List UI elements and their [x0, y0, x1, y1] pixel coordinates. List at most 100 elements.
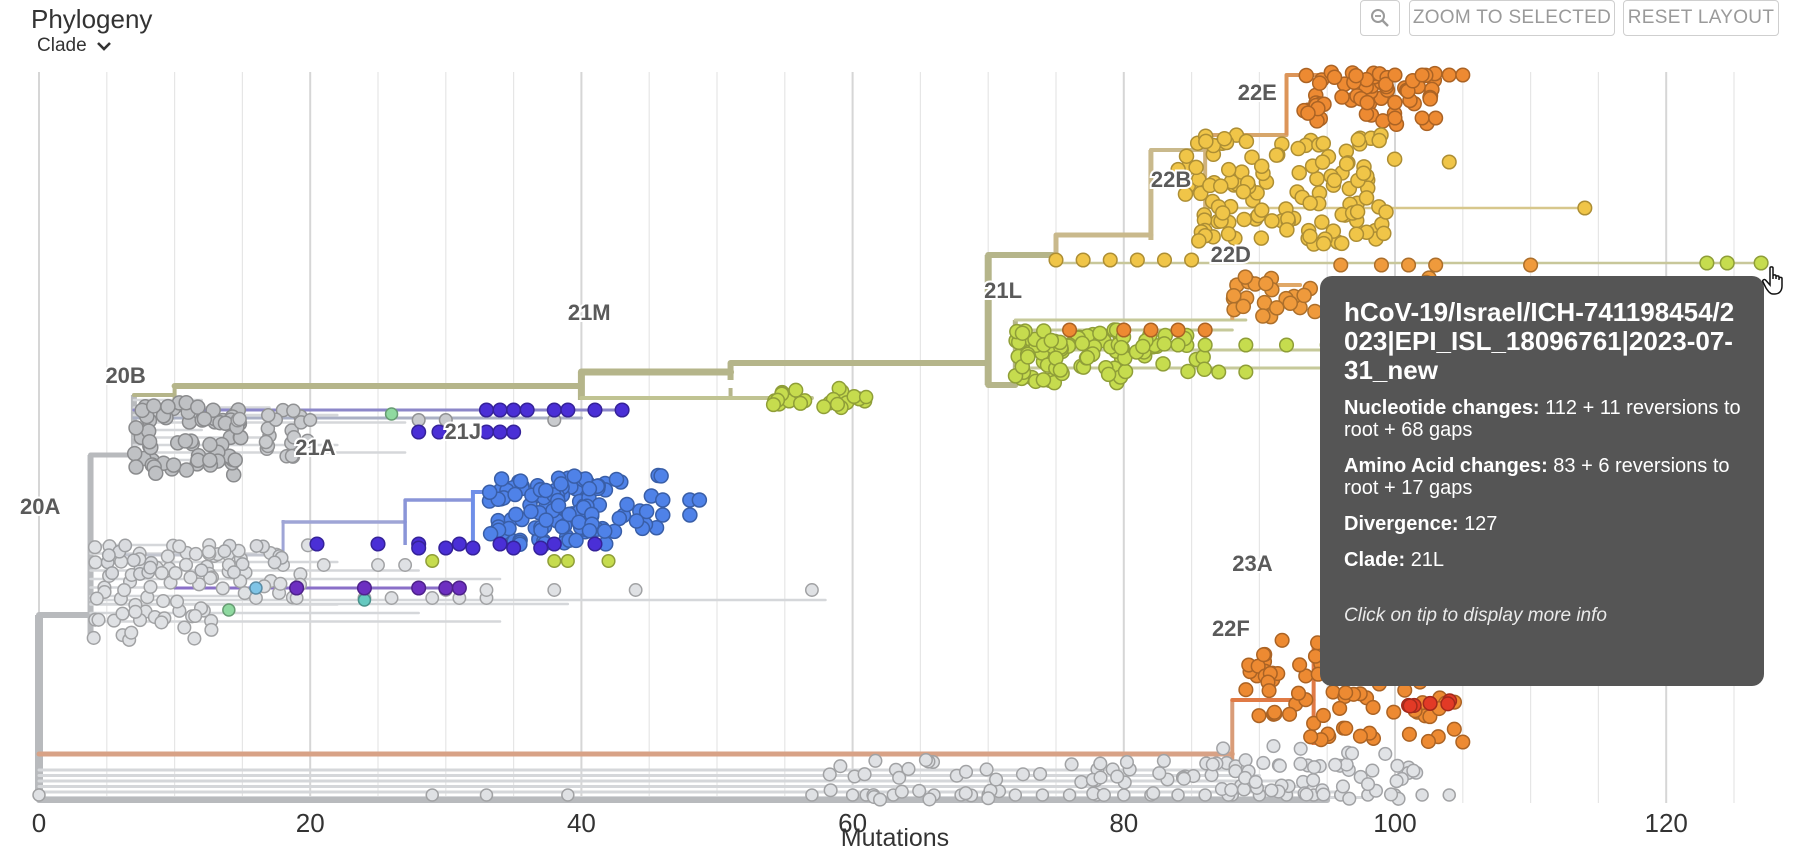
tip	[1266, 704, 1282, 720]
tip	[792, 395, 809, 411]
tip	[1188, 159, 1204, 176]
tip	[1235, 298, 1252, 315]
tip	[147, 465, 164, 481]
tip	[628, 513, 645, 529]
tip	[1062, 788, 1077, 802]
tip	[1096, 787, 1111, 802]
tip	[284, 448, 300, 464]
tip	[1523, 257, 1539, 273]
tip	[1278, 337, 1295, 353]
tooltip-hint: Click on tip to display more info	[1344, 605, 1607, 626]
tip	[846, 388, 862, 405]
tip	[611, 510, 628, 527]
zoom-out-button[interactable]	[1360, 0, 1400, 36]
tip	[989, 772, 1004, 787]
tip	[1170, 322, 1186, 338]
tip	[1220, 226, 1237, 242]
tip	[1348, 67, 1364, 84]
tip	[32, 788, 46, 802]
tip	[561, 788, 575, 802]
tip	[1238, 133, 1255, 150]
tip	[508, 506, 524, 523]
tip	[533, 540, 549, 556]
tip	[215, 581, 230, 596]
tip	[1266, 739, 1281, 754]
tip	[371, 558, 385, 572]
tip	[1255, 308, 1271, 324]
tip	[1349, 204, 1366, 220]
tip	[260, 407, 276, 423]
clade-labels: 20A 20B 21A 21J 21M 21L 22B 22E 22D 23A 22F	[18, 78, 1279, 643]
tip	[451, 580, 467, 596]
tooltip-aa-value: 83 + 6 reversions to root + 17 gaps	[1344, 455, 1730, 499]
reset-layout-button[interactable]: RESET LAYOUT	[1623, 0, 1779, 36]
tip	[1102, 252, 1118, 268]
tip	[1326, 172, 1343, 189]
tip	[145, 398, 162, 414]
tip	[506, 402, 522, 418]
tip	[187, 631, 202, 646]
tip	[1074, 774, 1089, 790]
tip	[1334, 89, 1350, 105]
tooltip-aa-changes: Amino Acid changes: 83 + 6 reversions to…	[1344, 455, 1744, 499]
tip	[829, 396, 846, 412]
tip	[547, 553, 562, 569]
tip	[1296, 287, 1312, 304]
tip	[1224, 782, 1239, 797]
tip	[1152, 766, 1167, 781]
tip	[1197, 322, 1213, 338]
tip	[1415, 788, 1429, 802]
tip	[1306, 715, 1322, 731]
tip	[506, 540, 522, 556]
tip	[1214, 205, 1231, 221]
tip	[1332, 700, 1348, 716]
tip	[160, 398, 176, 415]
tip	[481, 484, 498, 500]
tip	[87, 540, 103, 555]
tip	[1170, 161, 1186, 178]
tip	[1302, 195, 1318, 211]
zoom-to-selected-button[interactable]: ZOOM TO SELECTED	[1409, 0, 1615, 36]
tip	[188, 608, 203, 624]
clade-label-23a: 23A	[1232, 551, 1272, 576]
tip	[1253, 202, 1270, 218]
tip	[289, 580, 305, 596]
tip	[816, 399, 832, 415]
tooltip-div-value: 127	[1464, 513, 1498, 535]
tip	[1261, 683, 1277, 699]
tip	[1238, 364, 1254, 380]
tip	[316, 558, 331, 572]
tip	[411, 412, 426, 428]
tip	[546, 536, 562, 552]
tip	[1238, 682, 1254, 698]
tip	[979, 762, 994, 777]
tip	[1211, 364, 1227, 380]
tip	[619, 496, 635, 513]
tip	[823, 783, 838, 798]
tip	[273, 576, 288, 591]
tip	[1014, 325, 1031, 341]
tip	[581, 522, 598, 539]
tip	[425, 788, 439, 802]
tip	[1348, 226, 1365, 243]
tip	[1020, 349, 1036, 365]
color-by-dropdown[interactable]: Clade	[37, 35, 113, 57]
tip	[431, 424, 447, 440]
tip	[1455, 734, 1471, 750]
chevron-down-icon	[96, 42, 111, 51]
tip	[370, 536, 386, 552]
clade-label-20a: 20A	[20, 494, 60, 519]
tip	[1371, 132, 1387, 149]
tip	[1358, 190, 1375, 206]
tip	[143, 560, 158, 575]
tip	[1314, 154, 1331, 170]
tip	[691, 492, 708, 508]
tip	[608, 471, 625, 488]
clade-label-21m: 21M	[568, 300, 611, 325]
tip	[1441, 154, 1457, 170]
tip	[655, 507, 671, 523]
tip	[141, 434, 158, 450]
tip	[249, 581, 263, 595]
tip	[1033, 766, 1048, 782]
tip	[425, 591, 440, 605]
